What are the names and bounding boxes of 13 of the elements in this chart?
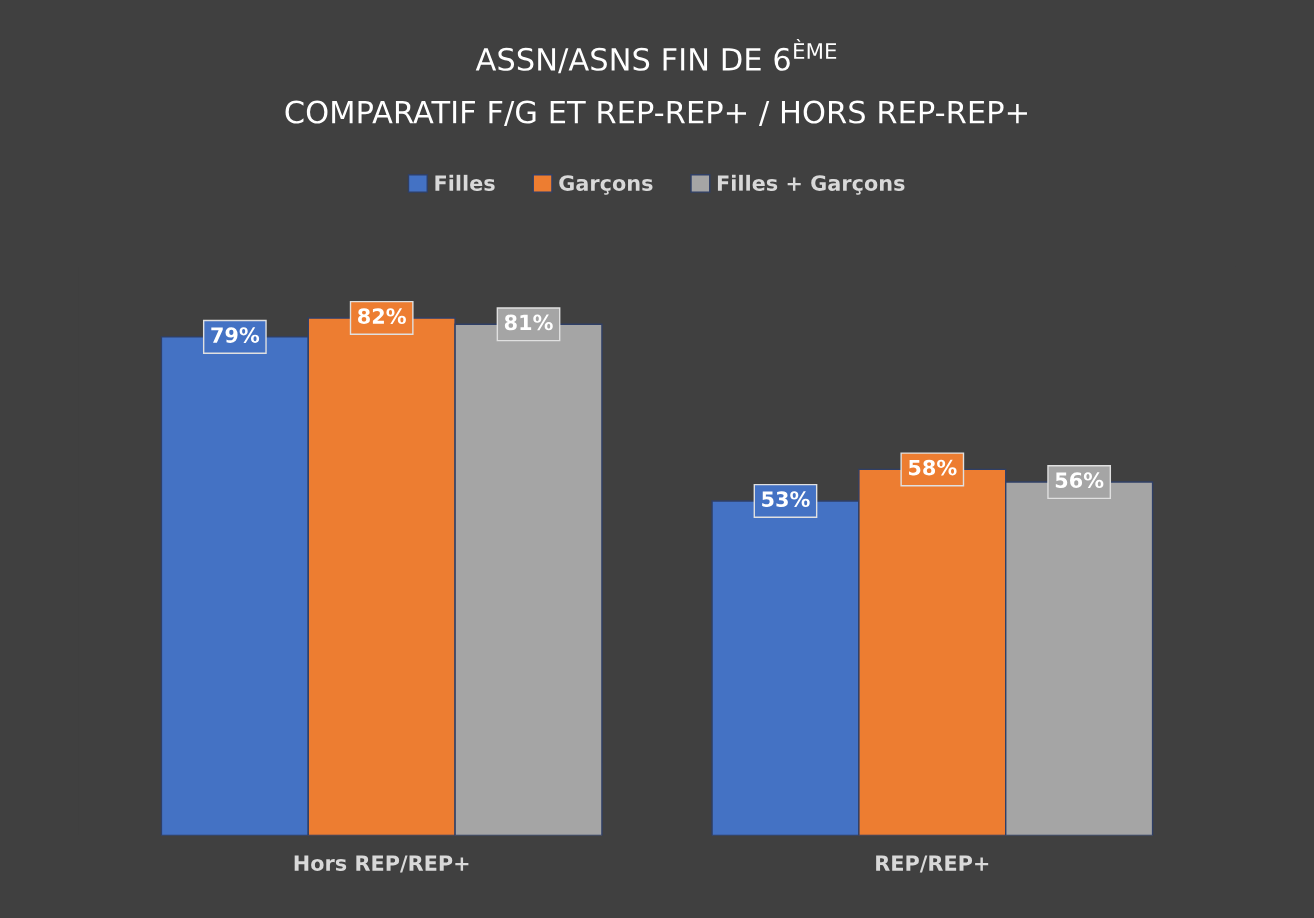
data-label: 79% <box>211 327 260 343</box>
data-label: 58% <box>908 459 957 476</box>
data-label: 56% <box>1055 472 1104 489</box>
chart-subtitle: COMPARATIF F/G ET REP-REP+ / HORS REP-REP+ <box>285 100 1027 127</box>
x-tick-label: Hors REP/REP+ <box>294 855 469 873</box>
data-label: 81% <box>504 314 553 331</box>
legend-label: Filles + Garçons <box>717 174 905 195</box>
chart-title: ASSN/ASNS FIN DE 6$^{ÈME}$ <box>475 38 837 74</box>
legend-label: Filles <box>435 174 495 191</box>
data-label: 53% <box>762 491 810 507</box>
data-label: 82% <box>358 308 406 325</box>
legend-label: Garçons <box>559 175 653 195</box>
x-tick-label: REP/REP+ <box>876 855 989 873</box>
